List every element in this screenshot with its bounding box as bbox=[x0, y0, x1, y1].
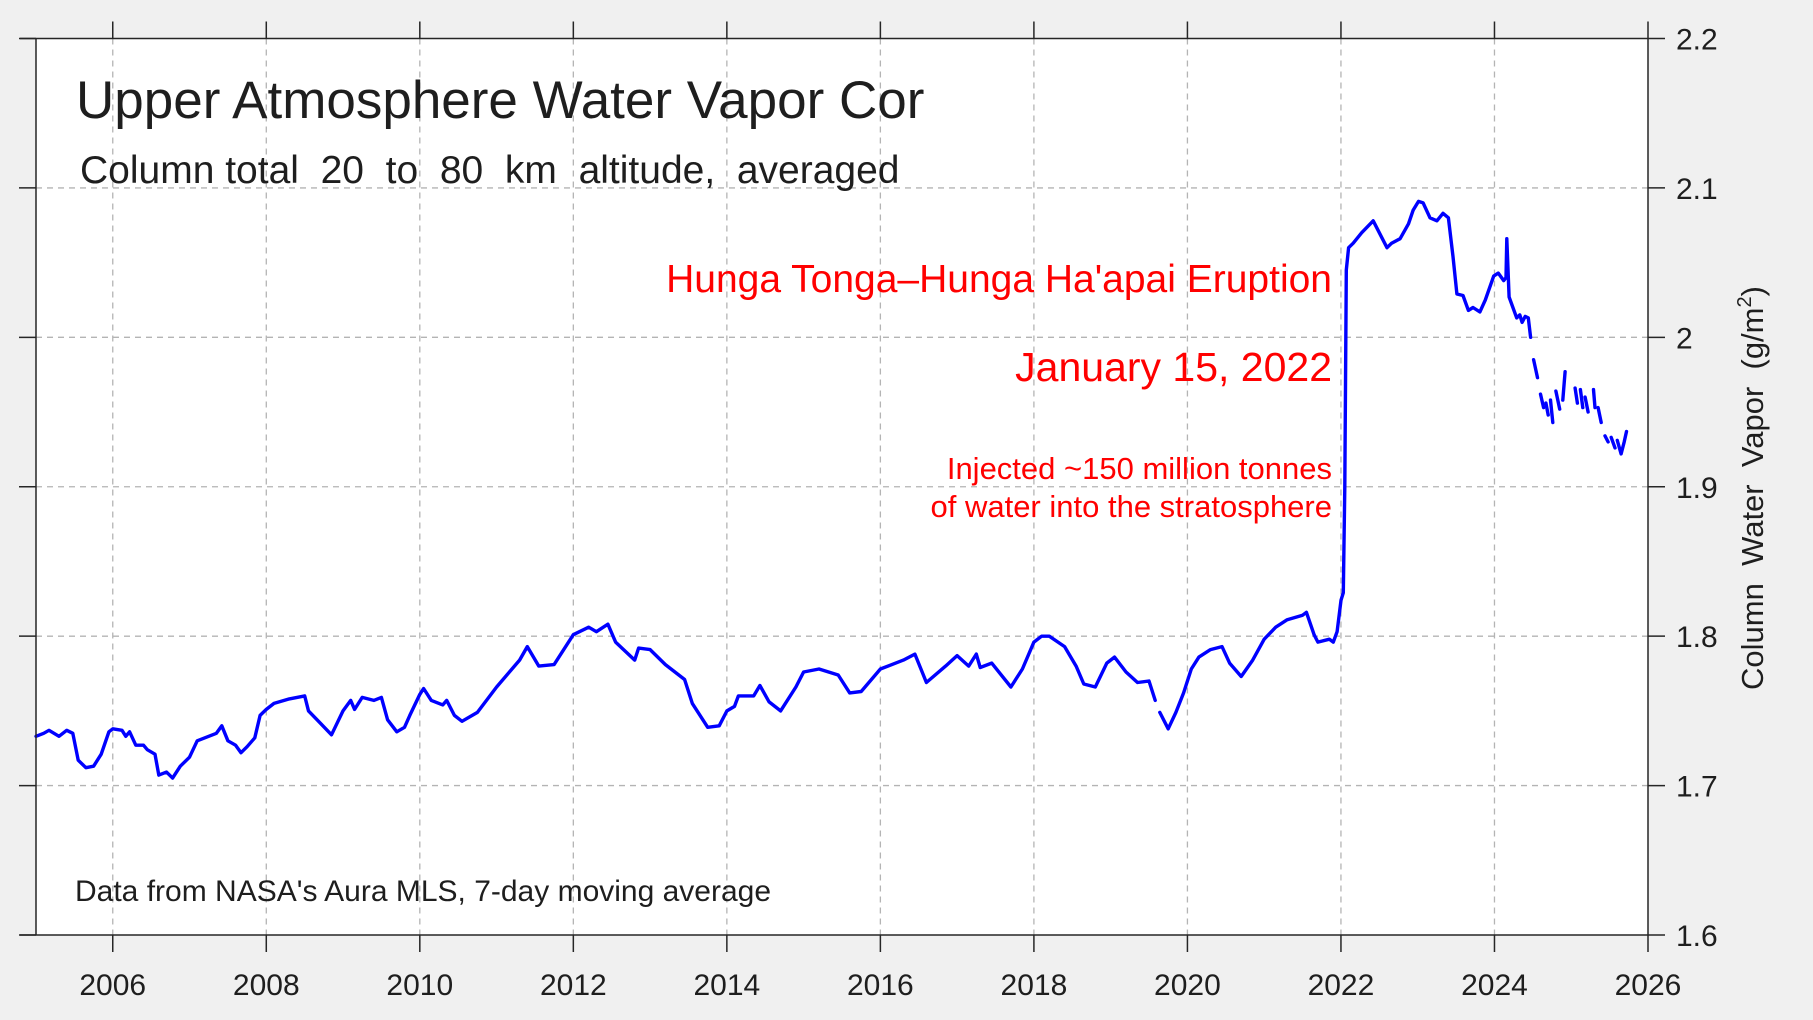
y-axis-label-suffix: ) bbox=[1735, 286, 1770, 296]
annotation-event-title: Hunga Tonga–Hunga Ha'apai Eruption bbox=[666, 258, 1332, 301]
source-note: Data from NASA's Aura MLS, 7-day moving … bbox=[75, 875, 771, 908]
series-line-segment bbox=[1554, 389, 1562, 411]
x-tick-label: 2026 bbox=[1615, 969, 1682, 1002]
series-layer bbox=[34, 199, 1629, 780]
y-axis-label: Column Water Vapor (g/m2) bbox=[1734, 286, 1770, 690]
y-tick-label: 1.8 bbox=[1676, 621, 1718, 654]
annotation-event-note-line1: Injected ~150 million tonnes bbox=[947, 451, 1332, 486]
series-line-segment bbox=[1573, 386, 1580, 405]
x-tick-label: 2010 bbox=[386, 969, 453, 1002]
x-tick-label: 2012 bbox=[540, 969, 607, 1002]
series-line-segment bbox=[1578, 387, 1585, 410]
series-line-segment bbox=[1158, 199, 1533, 731]
series-line-segment bbox=[1548, 398, 1555, 425]
annotation-event-date: January 15, 2022 bbox=[1015, 344, 1332, 390]
y-axis-label-text: Column Water Vapor (g/m bbox=[1735, 308, 1770, 690]
series-line-segment bbox=[1591, 387, 1597, 410]
y-tick-label: 1.7 bbox=[1676, 771, 1718, 804]
series-line-segment bbox=[1583, 395, 1590, 414]
series-line-segment bbox=[1615, 429, 1629, 456]
annotation-event-note-line2: of water into the stratosphere bbox=[930, 489, 1332, 524]
series-line-segment bbox=[1609, 435, 1617, 450]
x-tick-label: 2006 bbox=[79, 969, 146, 1002]
series-line-segment bbox=[1531, 358, 1540, 380]
x-tick-label: 2014 bbox=[693, 969, 760, 1002]
x-tick-label: 2024 bbox=[1461, 969, 1528, 1002]
series-line-segment bbox=[1603, 434, 1610, 444]
series-line-segment bbox=[1538, 392, 1546, 410]
axes-layer bbox=[19, 21, 1665, 952]
x-tick-label: 2016 bbox=[847, 969, 914, 1002]
chart-subtitle: Column total 20 to 80 km altitude, avera… bbox=[80, 149, 899, 192]
y-tick-labels: 1.6 1.7 1.8 1.9 2 2.1 2.2 bbox=[1676, 24, 1718, 954]
y-axis-label-superscript: 2 bbox=[1734, 296, 1756, 307]
series-line-segment bbox=[1596, 405, 1603, 425]
x-tick-label: 2018 bbox=[1001, 969, 1068, 1002]
y-tick-label: 2.1 bbox=[1676, 173, 1718, 206]
x-tick-label: 2022 bbox=[1308, 969, 1375, 1002]
chart-title: Upper Atmosphere Water Vapor Cor bbox=[76, 71, 924, 130]
x-tick-label: 2020 bbox=[1154, 969, 1221, 1002]
series-line-segment bbox=[1544, 401, 1550, 417]
x-tick-labels: 2006 2008 2010 2012 2014 2016 2018 2020 2022 2024… bbox=[79, 969, 1681, 1002]
series-line-segment bbox=[1561, 370, 1567, 402]
y-tick-label: 1.9 bbox=[1676, 472, 1718, 505]
y-tick-label: 1.6 bbox=[1676, 920, 1718, 953]
series-line-segment bbox=[34, 622, 1157, 780]
grid-layer bbox=[36, 38, 1648, 935]
x-tick-label: 2008 bbox=[233, 969, 300, 1002]
y-tick-label: 2 bbox=[1676, 322, 1693, 355]
y-tick-label: 2.2 bbox=[1676, 24, 1718, 57]
